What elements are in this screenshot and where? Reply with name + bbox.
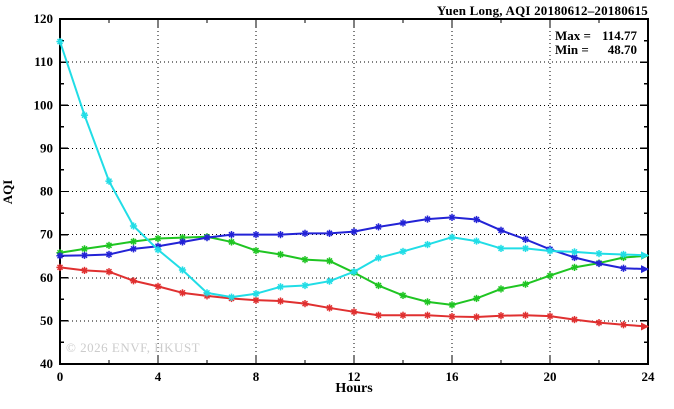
svg-text:20: 20 <box>544 369 557 384</box>
x-axis-title: Hours <box>335 381 373 396</box>
svg-text:8: 8 <box>253 369 260 384</box>
svg-text:120: 120 <box>34 11 54 26</box>
chart-title: Yuen Long, AQI 20180612–20180615 <box>436 3 648 18</box>
svg-text:60: 60 <box>40 270 53 285</box>
svg-text:40: 40 <box>40 356 53 371</box>
svg-text:16: 16 <box>446 369 460 384</box>
min-stat-row: Min = 48.70 <box>555 43 637 57</box>
svg-text:80: 80 <box>40 184 53 199</box>
svg-text:90: 90 <box>40 140 53 155</box>
svg-text:12: 12 <box>348 369 361 384</box>
min-value: 48.70 <box>607 42 637 57</box>
max-min-legend: Max = 114.77 Min = 48.70 <box>555 29 637 57</box>
max-value: 114.77 <box>601 28 637 43</box>
svg-text:70: 70 <box>40 227 53 242</box>
svg-text:100: 100 <box>34 97 54 112</box>
svg-text:110: 110 <box>34 54 53 69</box>
max-stat-row: Max = 114.77 <box>555 29 637 43</box>
svg-text:0: 0 <box>57 369 64 384</box>
watermark-text: © 2026 ENVF, HKUST <box>66 340 201 355</box>
svg-text:4: 4 <box>155 369 162 384</box>
svg-text:24: 24 <box>642 369 656 384</box>
svg-text:50: 50 <box>40 313 53 328</box>
y-axis-title: AQI <box>0 179 15 205</box>
max-label: Max = <box>555 28 591 43</box>
min-label: Min = <box>555 42 589 57</box>
